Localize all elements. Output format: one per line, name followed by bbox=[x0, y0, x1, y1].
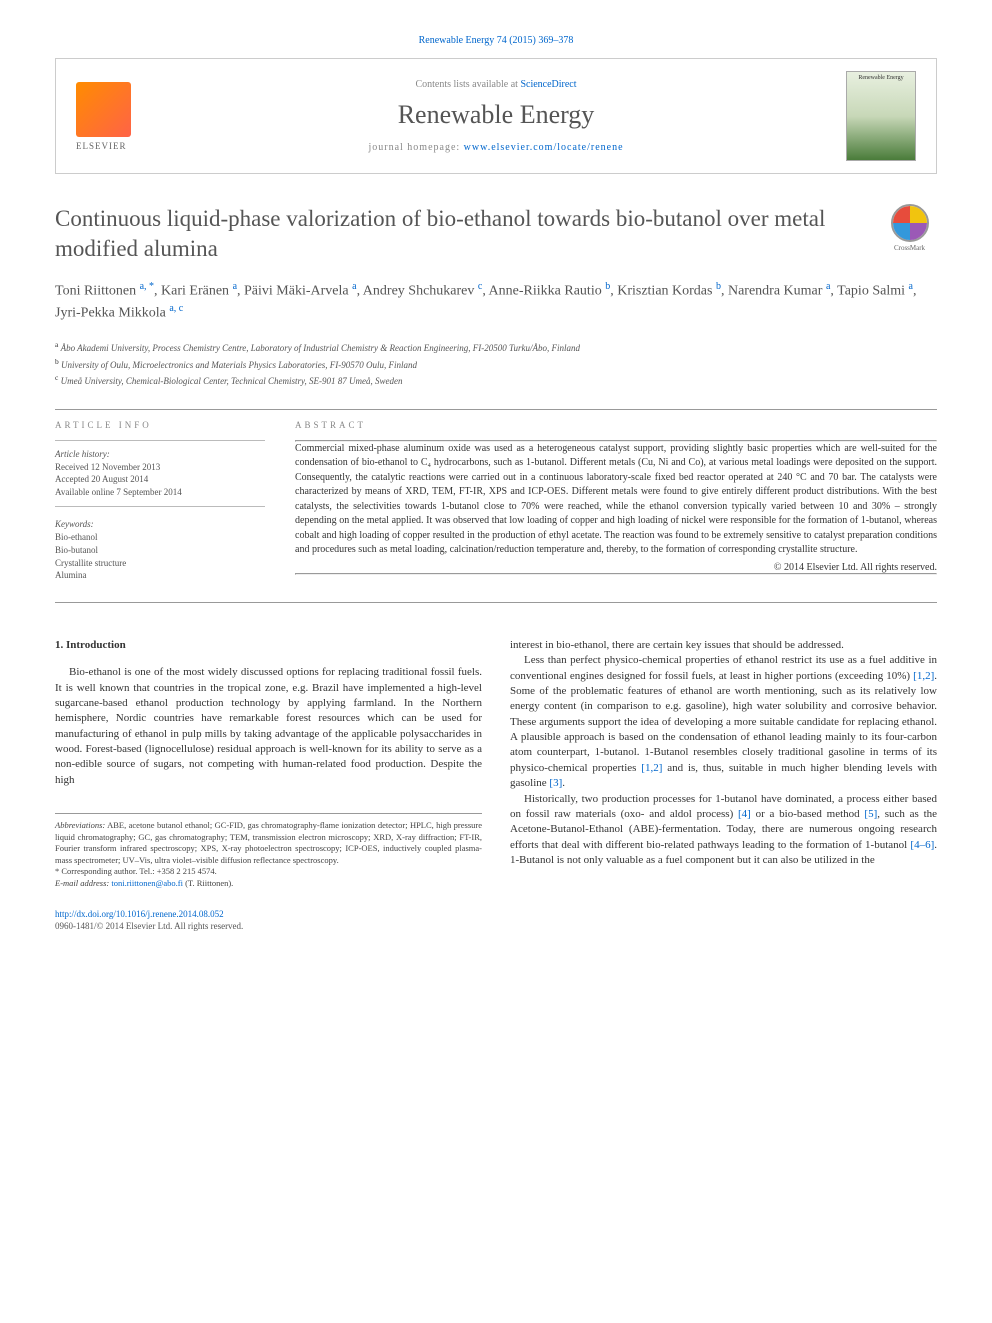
keyword-item: Crystallite structure bbox=[55, 557, 265, 570]
text-run: . Some of the problematic features of et… bbox=[510, 670, 937, 774]
corresponding-author: * Corresponding author. Tel.: +358 2 215… bbox=[55, 866, 482, 877]
ref-link[interactable]: [5] bbox=[864, 808, 877, 820]
body-columns: 1. Introduction Bio-ethanol is one of th… bbox=[55, 638, 937, 889]
keywords-label: Keywords: bbox=[55, 519, 265, 529]
keyword-item: Bio-ethanol bbox=[55, 531, 265, 544]
email-name: (T. Riittonen). bbox=[183, 878, 233, 888]
ref-link[interactable]: [1,2] bbox=[913, 670, 934, 682]
homepage-prefix: journal homepage: bbox=[368, 142, 463, 153]
journal-header: ELSEVIER Contents lists available at Sci… bbox=[55, 58, 937, 174]
history-item: Received 12 November 2013 bbox=[55, 461, 265, 474]
history-item: Available online 7 September 2014 bbox=[55, 486, 265, 499]
elsevier-tree-icon bbox=[76, 82, 131, 137]
text-run: or a bio-based method bbox=[751, 808, 865, 820]
ref-link[interactable]: [4–6] bbox=[910, 839, 934, 851]
body-paragraph: interest in bio-ethanol, there are certa… bbox=[510, 638, 937, 653]
crossmark-icon bbox=[891, 204, 929, 242]
body-paragraph: Historically, two production processes f… bbox=[510, 792, 937, 869]
history-item: Accepted 20 August 2014 bbox=[55, 473, 265, 486]
crossmark-badge[interactable]: CrossMark bbox=[882, 204, 937, 259]
article-info-sidebar: ARTICLE INFO Article history: Received 1… bbox=[55, 420, 265, 582]
abstract-text: Commercial mixed-phase aluminum oxide wa… bbox=[295, 442, 937, 558]
journal-cover-thumbnail: Renewable Energy bbox=[846, 71, 916, 161]
affiliation-item: c Umeå University, Chemical-Biological C… bbox=[55, 372, 937, 389]
article-title: Continuous liquid-phase valorization of … bbox=[55, 204, 937, 264]
article-info-header: ARTICLE INFO bbox=[55, 420, 265, 430]
email-line: E-mail address: toni.riittonen@abo.fi (T… bbox=[55, 878, 482, 889]
section-number: 1. bbox=[55, 639, 63, 651]
abbrev-label: Abbreviations: bbox=[55, 820, 105, 830]
crossmark-label: CrossMark bbox=[882, 244, 937, 252]
ref-link[interactable]: [3] bbox=[549, 777, 562, 789]
affiliation-item: b University of Oulu, Microelectronics a… bbox=[55, 356, 937, 373]
section-title: Introduction bbox=[66, 639, 126, 651]
abstract-block: ABSTRACT Commercial mixed-phase aluminum… bbox=[295, 420, 937, 582]
authors-list: Toni Riittonen a, *, Kari Eränen a, Päiv… bbox=[55, 279, 937, 324]
section-heading: 1. Introduction bbox=[55, 638, 482, 653]
journal-name: Renewable Energy bbox=[146, 100, 846, 130]
contents-available: Contents lists available at ScienceDirec… bbox=[146, 79, 846, 90]
text-run: Less than perfect physico-chemical prope… bbox=[510, 654, 937, 681]
abbrev-text: ABE, acetone butanol ethanol; GC-FID, ga… bbox=[55, 820, 482, 864]
keyword-item: Bio-butanol bbox=[55, 544, 265, 557]
sciencedirect-link[interactable]: ScienceDirect bbox=[520, 79, 576, 90]
publisher-logo: ELSEVIER bbox=[76, 82, 146, 151]
homepage-link[interactable]: www.elsevier.com/locate/renene bbox=[464, 142, 624, 153]
column-left: 1. Introduction Bio-ethanol is one of th… bbox=[55, 638, 482, 889]
page-footer: http://dx.doi.org/10.1016/j.renene.2014.… bbox=[55, 909, 937, 931]
keyword-item: Alumina bbox=[55, 569, 265, 582]
affiliations: a Åbo Akademi University, Process Chemis… bbox=[55, 339, 937, 389]
section-divider bbox=[55, 602, 937, 603]
column-right: interest in bio-ethanol, there are certa… bbox=[510, 638, 937, 889]
footnotes: Abbreviations: ABE, acetone butanol etha… bbox=[55, 813, 482, 889]
issn-copyright: 0960-1481/© 2014 Elsevier Ltd. All right… bbox=[55, 921, 937, 931]
publisher-label: ELSEVIER bbox=[76, 141, 146, 151]
abstract-copyright: © 2014 Elsevier Ltd. All rights reserved… bbox=[295, 562, 937, 573]
abstract-header: ABSTRACT bbox=[295, 420, 937, 430]
history-label: Article history: bbox=[55, 449, 265, 459]
cover-title: Renewable Energy bbox=[847, 72, 915, 84]
email-link[interactable]: toni.riittonen@abo.fi bbox=[111, 878, 183, 888]
contents-prefix: Contents lists available at bbox=[415, 79, 520, 90]
body-paragraph: Bio-ethanol is one of the most widely di… bbox=[55, 665, 482, 788]
email-label: E-mail address: bbox=[55, 878, 111, 888]
ref-link[interactable]: [4] bbox=[738, 808, 751, 820]
journal-homepage: journal homepage: www.elsevier.com/locat… bbox=[146, 142, 846, 153]
body-paragraph: Less than perfect physico-chemical prope… bbox=[510, 653, 937, 792]
citation-line: Renewable Energy 74 (2015) 369–378 bbox=[55, 35, 937, 46]
doi-link[interactable]: http://dx.doi.org/10.1016/j.renene.2014.… bbox=[55, 909, 224, 919]
ref-link[interactable]: [1,2] bbox=[641, 762, 662, 774]
text-run: . bbox=[562, 777, 565, 789]
section-divider bbox=[55, 409, 937, 410]
affiliation-item: a Åbo Akademi University, Process Chemis… bbox=[55, 339, 937, 356]
abbreviations: Abbreviations: ABE, acetone butanol etha… bbox=[55, 820, 482, 866]
